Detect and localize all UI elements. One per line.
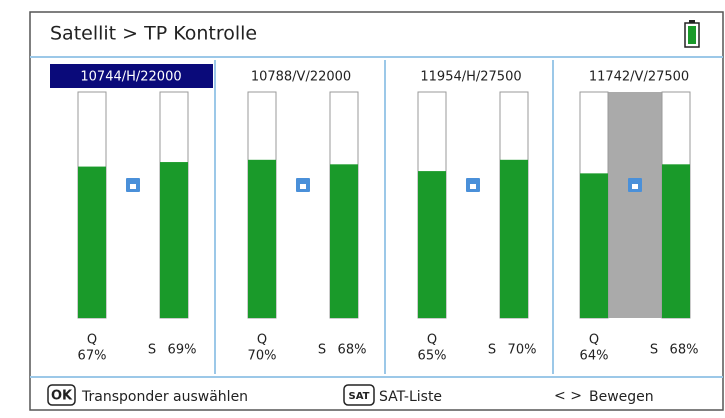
transponder-label: 11954/H/27500	[420, 70, 521, 85]
sat-text: SAT-Liste	[379, 389, 442, 405]
transponder-label: 11742/V/27500	[589, 70, 689, 85]
quality-bar	[580, 173, 608, 318]
quality-name: Q	[87, 333, 97, 348]
lock-body	[470, 184, 476, 189]
move-text: Bewegen	[589, 389, 654, 405]
quality-value: 64%	[580, 349, 609, 364]
label-highlight	[50, 64, 213, 88]
transponder-label: 10744/H/22000	[80, 70, 181, 85]
signal-value: 69%	[168, 343, 197, 358]
quality-value: 65%	[418, 349, 447, 364]
transponder-label: 10788/V/22000	[251, 70, 351, 85]
signal-bar	[500, 159, 528, 318]
signal-bar	[160, 162, 188, 318]
signal-value: 68%	[670, 343, 699, 358]
title: Satellit > TP Kontrolle	[50, 23, 257, 45]
signal-name: S	[148, 343, 156, 358]
quality-name: Q	[589, 333, 599, 348]
ok-key-label: OK	[51, 389, 73, 404]
battery-icon	[684, 20, 700, 48]
frame	[29, 11, 724, 411]
sat-key-label: SAT	[349, 391, 370, 402]
quality-name: Q	[257, 333, 267, 348]
signal-name: S	[650, 343, 658, 358]
selection	[608, 92, 662, 318]
signal-bar	[662, 164, 690, 318]
signal-name: S	[318, 343, 326, 358]
move-icon: < >	[554, 388, 582, 404]
quality-bar	[418, 171, 446, 318]
signal-value: 70%	[508, 343, 537, 358]
lock-body	[632, 184, 638, 189]
quality-value: 70%	[248, 349, 277, 364]
signal-name: S	[488, 343, 496, 358]
quality-name: Q	[427, 333, 437, 348]
signal-value: 68%	[338, 343, 367, 358]
signal-bar	[330, 164, 358, 318]
lock-body	[300, 184, 306, 189]
lock-body	[130, 184, 136, 189]
ok-text: Transponder auswählen	[81, 389, 248, 405]
quality-bar	[248, 159, 276, 318]
footer: OK Transponder auswählen SAT SAT-Liste <…	[47, 384, 654, 406]
quality-bar	[78, 166, 106, 318]
ok-key	[47, 384, 76, 406]
quality-value: 67%	[78, 349, 107, 364]
sat-key	[343, 384, 375, 406]
